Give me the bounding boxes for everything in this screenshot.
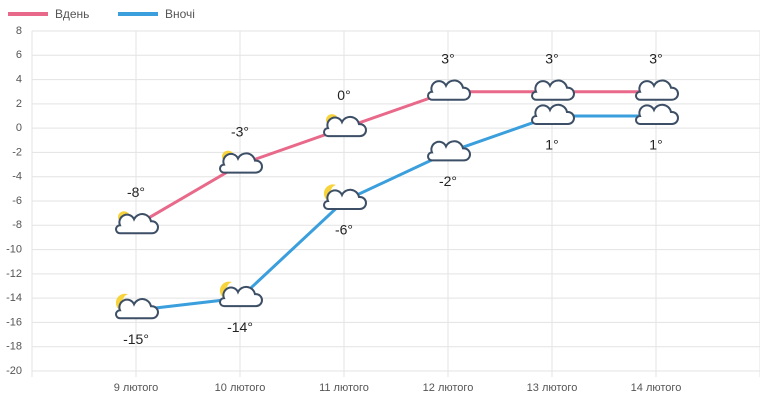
cloud [323, 115, 367, 138]
x-tick-label: 11 лютого [319, 382, 369, 394]
data-label: -6° [335, 222, 353, 238]
data-label: -14° [227, 319, 253, 335]
y-tick-label: -2 [12, 146, 22, 158]
data-label: -15° [123, 331, 149, 347]
cloud [635, 79, 679, 101]
cloud [219, 285, 263, 308]
y-tick-label: -6 [12, 195, 22, 207]
weather-icon [323, 188, 367, 210]
cloud [323, 188, 367, 210]
data-label: -2° [439, 173, 457, 189]
weather-icon [115, 298, 159, 320]
weather-icon [427, 140, 471, 162]
cloud [531, 79, 575, 101]
series-line [135, 114, 656, 312]
legend-label: Вночі [165, 7, 195, 21]
x-tick-label: 14 лютого [631, 382, 682, 394]
legend-swatch [8, 12, 48, 16]
x-tick-label: 12 лютого [423, 382, 474, 394]
cloud [219, 152, 263, 174]
cloud [427, 140, 471, 162]
weather-icon [219, 152, 263, 174]
y-tick-label: 6 [16, 49, 22, 61]
y-tick-label: 0 [16, 122, 22, 134]
cloud [427, 79, 471, 101]
x-tick-label: 10 лютого [215, 382, 266, 394]
y-tick-label: -8 [12, 219, 22, 231]
weather-icon [531, 103, 575, 125]
weather-icon [427, 79, 471, 101]
data-label: 0° [337, 87, 350, 103]
weather-icon [219, 285, 263, 308]
x-tick-label: 9 лютого [114, 382, 159, 394]
weather-icon [531, 79, 575, 101]
cloud [115, 298, 159, 320]
data-label: -8° [127, 184, 145, 200]
y-tick-label: -16 [6, 316, 22, 328]
cloud [531, 103, 575, 125]
x-tick-label: 13 лютого [527, 382, 578, 394]
data-label: 3° [441, 50, 454, 66]
data-label: -3° [231, 123, 249, 139]
data-label: 3° [545, 50, 558, 66]
cloud [115, 213, 159, 235]
weather-icon [115, 213, 159, 235]
y-tick-label: 2 [16, 98, 22, 110]
weather-icon [635, 79, 679, 101]
y-tick-label: -4 [12, 171, 22, 183]
y-tick-label: -10 [6, 243, 22, 255]
cloud [635, 103, 679, 125]
data-label: 1° [545, 137, 558, 153]
y-tick-label: -14 [6, 292, 22, 304]
y-tick-label: -12 [6, 268, 22, 280]
legend-label: Вдень [55, 7, 89, 21]
y-tick-label: -18 [6, 341, 22, 353]
weather-icon [635, 103, 679, 125]
y-tick-label: -20 [6, 365, 22, 377]
legend-swatch [118, 12, 158, 16]
data-label: 3° [649, 50, 662, 66]
y-tick-label: 4 [16, 73, 22, 85]
data-label: 1° [649, 137, 662, 153]
series-line [135, 90, 656, 227]
y-tick-label: 8 [16, 25, 22, 37]
weather-icon [323, 115, 367, 138]
